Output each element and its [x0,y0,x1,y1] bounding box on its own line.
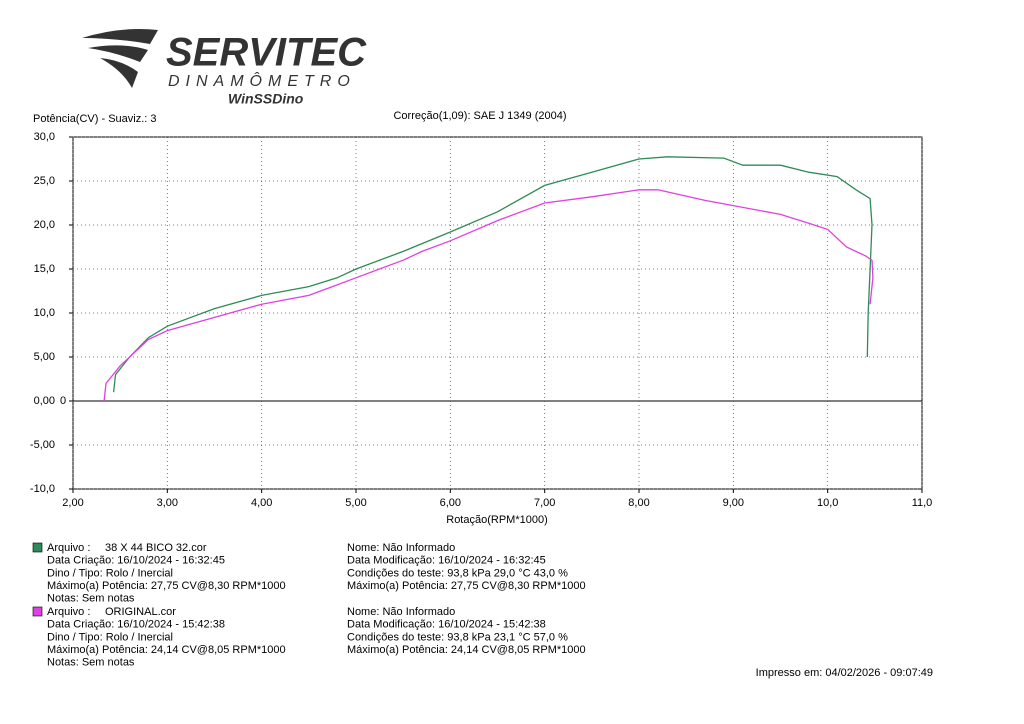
run-info: Condições do teste: 93,8 kPa 23,1 °C 57,… [347,631,568,643]
run-info: Nome: Não Informado [347,542,455,554]
run-file-label: Arquivo : [47,542,90,554]
x-tick-label: 10,0 [817,497,838,509]
x-tick-label: 9,00 [723,497,744,509]
legend-entry: 38 X 44 BICO 32.cor [105,542,207,554]
logo-subtitle: DINAMÔMETRO [168,71,356,90]
run-file-label: Arquivo : [47,606,90,618]
run-info: Máximo(a) Potência: 27,75 CV@8,30 RPM*10… [347,580,586,592]
y-axis-label: Potência(CV) - Suaviz.: 3 [33,113,157,125]
logo: SERVITEC DINAMÔMETRO WinSSDino [82,29,367,107]
x-tick-label: 4,00 [251,497,272,509]
run-info: Dino / Tipo: Rolo / Inercial [47,631,173,643]
x-tick-label: 5,00 [345,497,366,509]
y-tick-label: -10,0 [30,483,55,495]
y-tick-label: 5,00 [34,351,55,363]
run-info: Nome: Não Informado [347,606,455,618]
print-date: Impresso em: 04/02/2026 - 09:07:49 [756,667,933,679]
run-info: Data Criação: 16/10/2024 - 15:42:38 [47,619,225,631]
subtitle: Correção(1,09): SAE J 1349 (2004) [393,110,566,122]
y-tick-label: 30,0 [34,131,55,143]
y-tick-label: 20,0 [34,219,55,231]
logo-product: WinSSDino [228,91,304,107]
series-line [103,189,874,402]
run-info: Máximo(a) Potência: 24,14 CV@8,05 RPM*10… [47,644,286,656]
logo-swoosh [82,29,158,44]
x-axis-label: Rotação(RPM*1000) [446,514,548,526]
legend-swatch [32,606,43,617]
x-tick-label: 7,00 [534,497,555,509]
run-info: Máximo(a) Potência: 24,14 CV@8,05 RPM*10… [347,644,586,656]
run-info: Data Criação: 16/10/2024 - 16:32:45 [47,555,225,567]
legend-entry: ORIGINAL.cor [105,606,176,618]
x-tick-label: 11,0 [912,497,933,509]
y-tick-label: 25,0 [34,175,55,187]
logo-brand: SERVITEC [166,31,367,75]
run-info: Máximo(a) Potência: 27,75 CV@8,30 RPM*10… [47,580,286,592]
x-tick-label: 2,00 [62,497,83,509]
run-info: Notas: Sem notas [47,657,135,669]
run-info: Data Modificação: 16/10/2024 - 15:42:38 [347,619,546,631]
legend-swatch [32,542,43,553]
series-line [112,156,873,393]
y-tick-label: 10,0 [34,307,55,319]
x-tick-label: 6,00 [440,497,461,509]
y-tick-label: 15,0 [34,263,55,275]
run-info: Notas: Sem notas [47,593,135,605]
run-info: Data Modificação: 16/10/2024 - 16:32:45 [347,555,546,567]
run-info: Condições do teste: 93,8 kPa 29,0 °C 43,… [347,567,568,579]
logo-swoosh [88,45,148,62]
x-tick-label: 3,00 [157,497,178,509]
logo-swoosh [100,58,138,88]
x-tick-label: 8,00 [628,497,649,509]
run-info: Dino / Tipo: Rolo / Inercial [47,567,173,579]
y-tick-label: 0,00 [34,395,55,407]
y-tick-label: -5,00 [30,439,55,451]
zero-marker: 0 [60,395,66,407]
